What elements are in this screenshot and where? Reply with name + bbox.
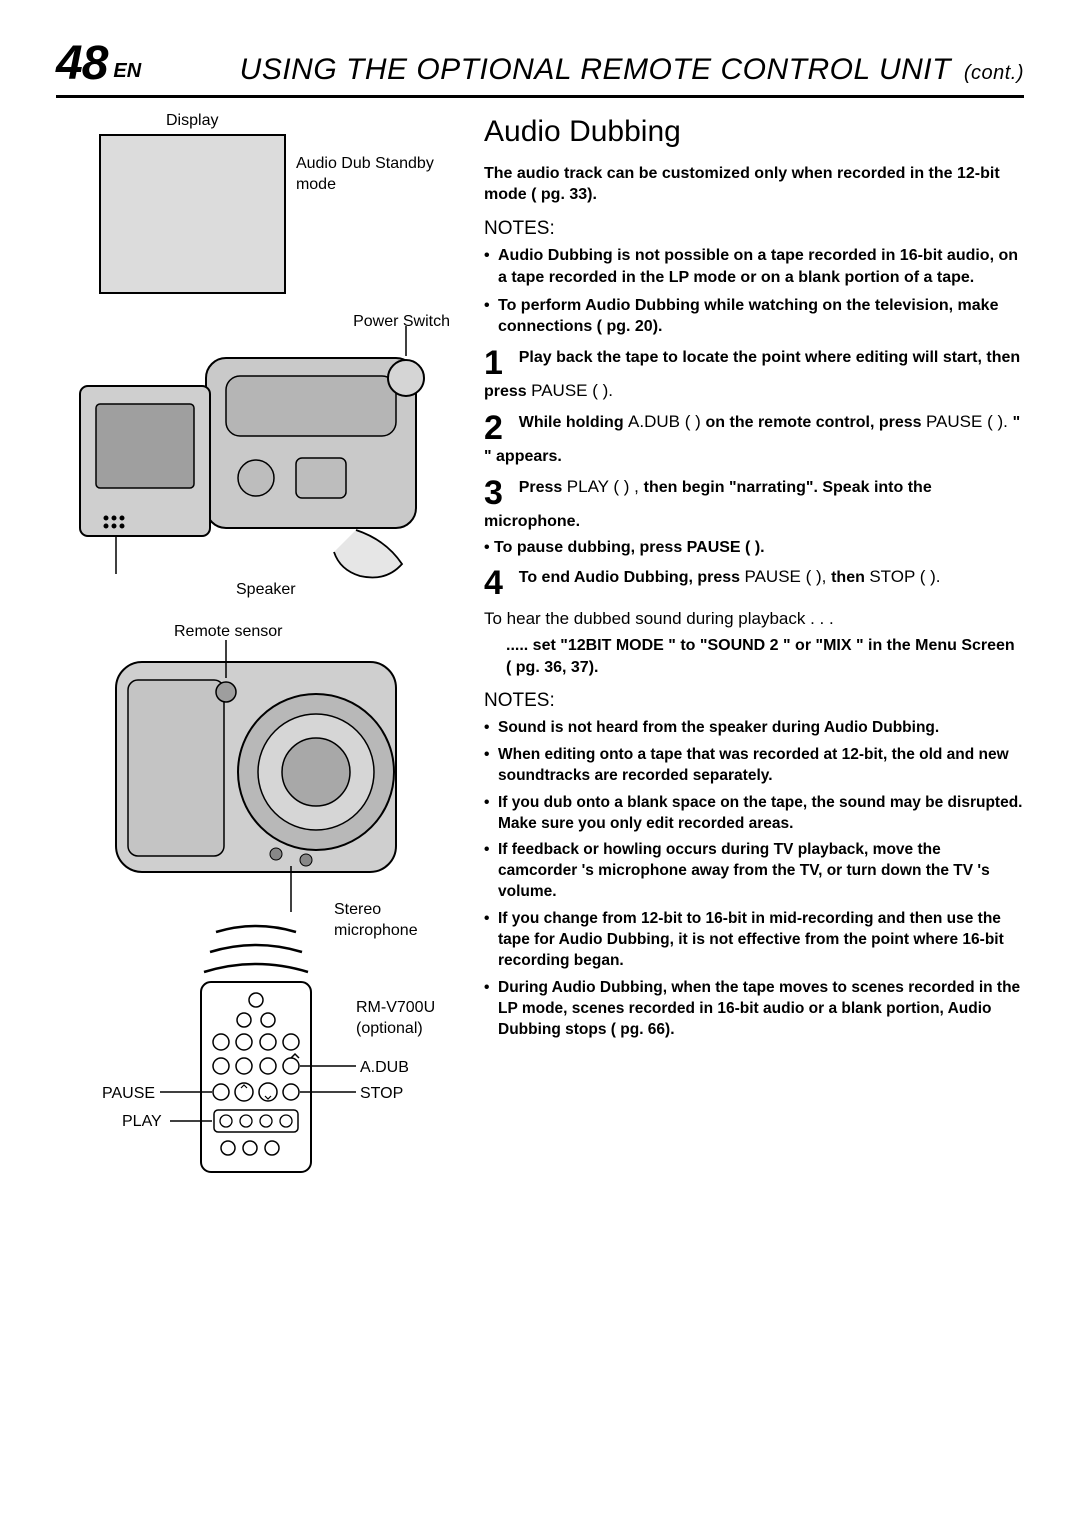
step-btn: PLAY ( ) ,: [567, 477, 644, 496]
step-btn: PAUSE ( ),: [745, 567, 832, 586]
step-text: While holding: [519, 414, 628, 431]
step-text: Press: [519, 479, 567, 496]
camcorder-svg: [56, 318, 456, 608]
note-item: If you dub onto a blank space on the tap…: [484, 793, 1024, 835]
header-title: USING THE OPTIONAL REMOTE CONTROL UNIT (…: [141, 53, 1024, 87]
display-box: [99, 134, 286, 294]
header-title-text: USING THE OPTIONAL REMOTE CONTROL UNIT: [240, 53, 951, 86]
step-text: then: [831, 569, 869, 586]
hear-line: To hear the dubbed sound during playback…: [484, 608, 1024, 631]
step-btn: A.DUB ( ): [628, 412, 705, 431]
note-item: If you change from 12-bit to 16-bit in m…: [484, 909, 1024, 972]
intro-pg: pg. 33).: [541, 186, 597, 203]
step-btn: STOP ( ).: [869, 567, 940, 586]
remote-sensor-label: Remote sensor: [174, 622, 283, 643]
page-header: 48 EN USING THE OPTIONAL REMOTE CONTROL …: [56, 36, 1024, 98]
section-title: Audio Dubbing: [484, 112, 1024, 153]
header-cont: (cont.): [964, 62, 1024, 84]
notes-block-1: Audio Dubbing is not possible on a tape …: [484, 245, 1024, 337]
note-item: When editing onto a tape that was record…: [484, 745, 1024, 787]
display-label: Display: [166, 112, 456, 130]
step-number: 4: [484, 566, 514, 600]
stereo-mic-label: Stereo microphone: [334, 900, 444, 942]
page-lang: EN: [113, 60, 141, 83]
hear-sub: ..... set "12BIT MODE " to "SOUND 2 " or…: [484, 635, 1024, 678]
notes-heading-1: NOTES:: [484, 216, 1024, 242]
note-item: Sound is not heard from the speaker duri…: [484, 718, 1024, 739]
speaker-label: Speaker: [236, 580, 296, 601]
step-1: 1 Play back the tape to locate the point…: [484, 346, 1024, 403]
note-item: To perform Audio Dubbing while watching …: [484, 295, 1024, 338]
notes-heading-2: NOTES:: [484, 688, 1024, 714]
audio-dub-label: Audio Dub Standby mode: [296, 154, 456, 196]
page-number: 48: [56, 36, 107, 91]
right-column: Audio Dubbing The audio track can be cus…: [484, 112, 1024, 1182]
remote-model-label: RM-V700U (optional): [356, 998, 466, 1040]
step-btn: PAUSE ( ).: [926, 412, 1013, 431]
pause-label: PAUSE: [102, 1084, 155, 1105]
step-number: 1: [484, 346, 514, 380]
step-number: 2: [484, 411, 514, 445]
step-text: To end Audio Dubbing, press: [519, 569, 745, 586]
note-item: Audio Dubbing is not possible on a tape …: [484, 245, 1024, 288]
adub-label: A.DUB: [360, 1058, 409, 1079]
camcorder-figure: Power Switch: [56, 318, 456, 608]
intro-text: The audio track can be customized only w…: [484, 163, 1024, 206]
note-item: During Audio Dubbing, when the tape move…: [484, 978, 1024, 1041]
step-btn: PAUSE ( ).: [531, 381, 613, 400]
step-4: 4 To end Audio Dubbing, press PAUSE ( ),…: [484, 566, 1024, 600]
notes-block-2: Sound is not heard from the speaker duri…: [484, 718, 1024, 1041]
stop-label: STOP: [360, 1084, 403, 1105]
left-column: Display Audio Dub Standby mode Power Swi…: [56, 112, 456, 1182]
remote-figure: Remote sensor: [56, 622, 456, 1182]
step-3: 3 Press PLAY ( ) , then begin "narrating…: [484, 476, 1024, 559]
note-item: If feedback or howling occurs during TV …: [484, 840, 1024, 903]
step-number: 3: [484, 476, 514, 510]
step-sub: • To pause dubbing, press PAUSE ( ).: [484, 539, 765, 556]
step-2: 2 While holding A.DUB ( ) on the remote …: [484, 411, 1024, 468]
play-label: PLAY: [122, 1112, 162, 1133]
step-text: on the remote control, press: [706, 414, 926, 431]
power-switch-label: Power Switch: [353, 312, 450, 333]
